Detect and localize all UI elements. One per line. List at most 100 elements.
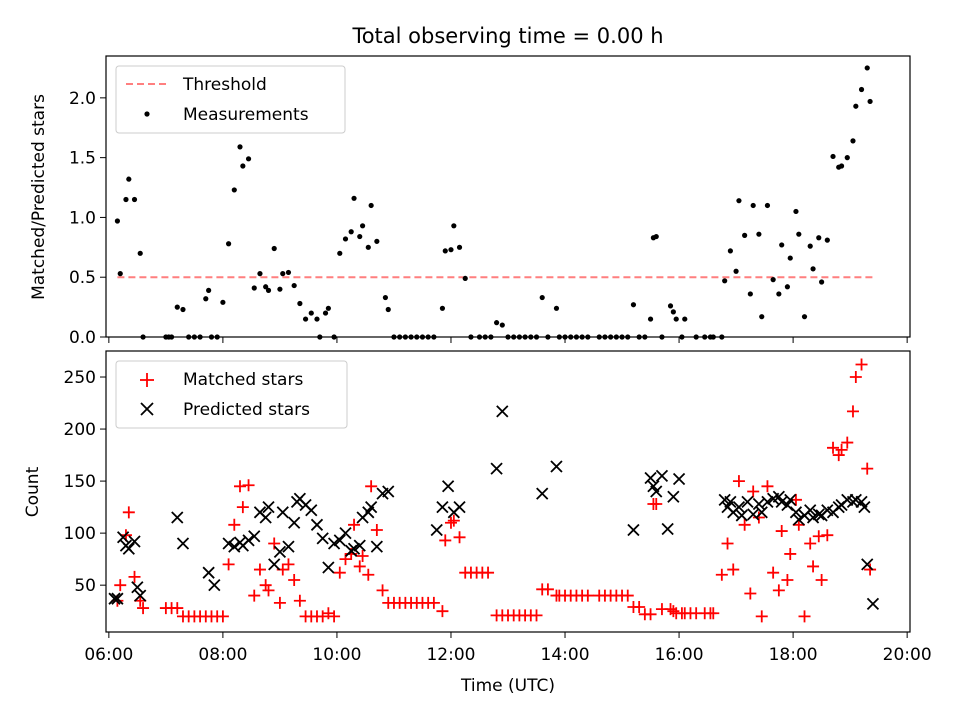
chart-title: Total observing time = 0.00 h (351, 24, 663, 48)
matched-stars-point (798, 610, 811, 623)
bottom-y-tick-label: 250 (64, 368, 96, 388)
measurements-point (240, 163, 246, 169)
matched-stars-point (747, 485, 760, 498)
measurements-point (539, 294, 545, 301)
predicted-stars-point (134, 589, 147, 602)
matched-stars-point (846, 405, 859, 418)
matched-stars-point (772, 584, 785, 597)
predicted-stars-point (370, 540, 383, 553)
matched-stars-point (855, 358, 868, 371)
matched-stars-point (650, 497, 663, 510)
bottom-plot-area (108, 358, 880, 623)
top-y-ticks: 0.0 0.5 1.0 1.5 2.0 (69, 89, 106, 348)
measurements-point (667, 303, 674, 309)
predicted-stars-point (128, 535, 141, 548)
matched-stars-point (339, 553, 352, 566)
matched-stars-point (348, 518, 361, 531)
matched-stars-point (832, 449, 845, 462)
predicted-stars-point (453, 500, 466, 514)
top-panel: 0.00.51.01.52.0 Matched/Predicted stars … (29, 55, 911, 348)
predicted-stars-point (327, 537, 341, 550)
predicted-stars-point (441, 480, 455, 493)
matched-stars-point (827, 441, 840, 454)
measurements-point (357, 233, 363, 240)
matched-stars-point (864, 563, 877, 576)
measurements-point (439, 305, 446, 311)
matched-stars-point (128, 570, 141, 583)
matched-stars-point (436, 605, 449, 618)
measurements-point (499, 322, 505, 328)
predicted-stars-point (655, 469, 669, 483)
predicted-stars-point (282, 540, 295, 553)
matched-stars-point (122, 506, 135, 519)
matched-stars-point (784, 547, 797, 560)
matched-stars-point (427, 596, 440, 609)
matched-stars-point (234, 480, 246, 493)
predicted-stars-point (202, 566, 215, 579)
measurements-point (359, 223, 366, 229)
predicted-stars-point (789, 506, 803, 519)
predicted-stars-point (866, 597, 880, 611)
matched-stars-point (370, 524, 383, 537)
measurements-point (653, 233, 659, 240)
measurements-point (736, 198, 742, 204)
bottom-panel: 50 100 150 200 250 06:00 08:00 10:00 12:00 14:00… (23, 350, 932, 696)
matched-stars-point (376, 584, 389, 597)
measurements-point (830, 153, 836, 160)
measurements-point (750, 202, 756, 209)
bottom-legend-box (115, 360, 348, 429)
measurements-point (844, 155, 850, 161)
bottom-y-tick-label: 150 (64, 472, 96, 492)
matched-stars-point (644, 608, 657, 621)
measurements-point (280, 271, 286, 277)
measurements-point (816, 235, 822, 241)
matched-stars-point (530, 609, 543, 622)
measurements-point (314, 316, 320, 322)
measurements-point (263, 284, 269, 290)
predicted-stars-point (550, 460, 563, 473)
matched-stars-point (328, 610, 341, 623)
measurements-point (225, 241, 232, 247)
predicted-stars-point (724, 495, 737, 509)
matched-stars-point (667, 605, 680, 618)
legend-threshold-label: Threshold (182, 75, 267, 95)
measurements-point (322, 310, 329, 316)
legend-predicted-label: Predicted stars (183, 400, 310, 420)
measurements-point (793, 208, 799, 215)
measurements-point (337, 250, 343, 256)
predicted-stars-point (812, 508, 825, 521)
measurements-point (203, 296, 209, 302)
measurements-point (810, 266, 816, 272)
matched-stars-point (365, 480, 378, 493)
predicted-stars-point (735, 509, 748, 522)
predicted-stars-point (672, 472, 686, 486)
measurements-point (553, 305, 560, 311)
matched-stars-point (721, 537, 734, 550)
bottom-y-tick-label: 200 (64, 420, 96, 440)
matched-stars-point (171, 602, 184, 615)
predicted-stars-point (339, 526, 352, 540)
measurements-point (237, 144, 243, 150)
measurements-point (245, 156, 252, 162)
predicted-stars-point (116, 531, 130, 544)
matched-stars-point (861, 462, 874, 475)
measurements-point (779, 242, 785, 248)
top-y-axis-label: Matched/Predicted stars (29, 94, 49, 300)
measurements-point (456, 244, 463, 250)
measurements-point (824, 237, 830, 243)
matched-stars-point (439, 534, 452, 547)
matched-stars-point (807, 560, 820, 573)
measurements-point (451, 223, 457, 229)
measurements-point (647, 316, 654, 322)
matched-stars-point (849, 371, 862, 384)
matched-stars-point (707, 607, 720, 620)
matched-stars-point (755, 610, 768, 623)
measurements-point (342, 236, 349, 242)
matched-stars-point (137, 602, 150, 615)
measurements-point (365, 244, 371, 250)
measurements-point (796, 231, 802, 237)
measurements-point (277, 286, 283, 292)
matched-stars-point (444, 516, 457, 529)
measurements-point (297, 300, 303, 307)
